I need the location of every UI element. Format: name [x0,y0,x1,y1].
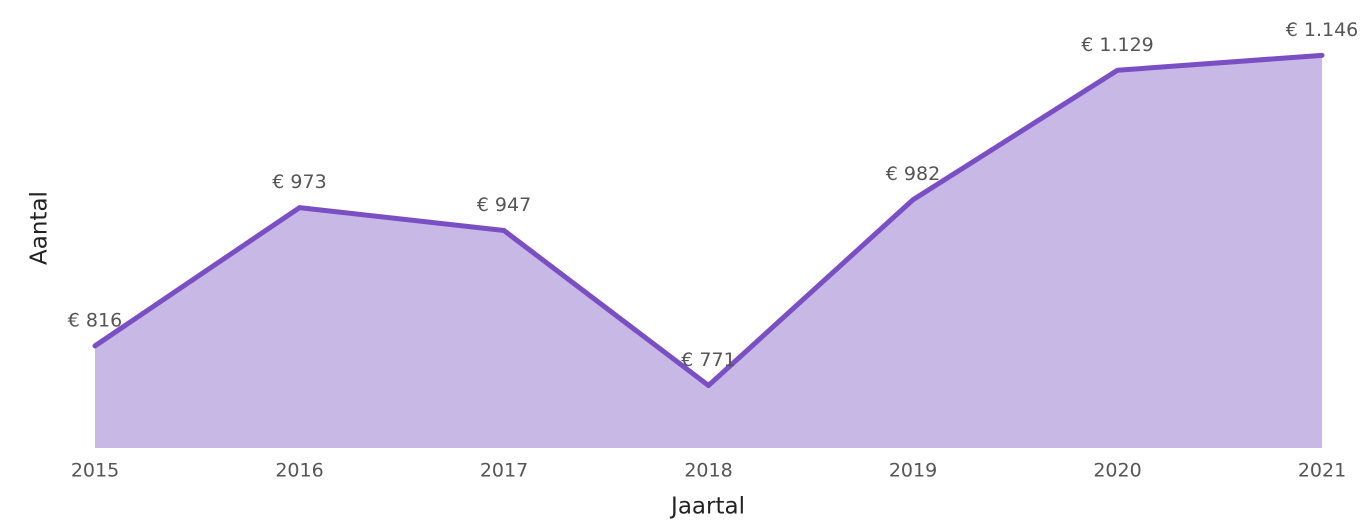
x-tick-label: 2015 [71,460,119,482]
data-label: € 816 [68,309,122,331]
y-axis-title: Aantal [27,191,53,265]
data-label: € 947 [477,194,531,216]
line [92,52,1325,388]
x-tick-label: 2020 [1093,460,1141,482]
data-label: € 1.129 [1081,34,1154,56]
x-tick-label: 2017 [480,460,528,482]
x-axis-title: Jaartal [669,494,745,520]
x-tick-label: 2018 [684,460,732,482]
x-tick-label: 2021 [1298,460,1346,482]
x-tick-label: 2019 [889,460,937,482]
data-label: € 771 [681,349,735,371]
area [95,55,1322,449]
x-tick-label: 2016 [275,460,323,482]
data-label: € 973 [272,171,326,193]
data-label: € 982 [886,163,940,185]
data-label: € 1.146 [1286,19,1359,41]
